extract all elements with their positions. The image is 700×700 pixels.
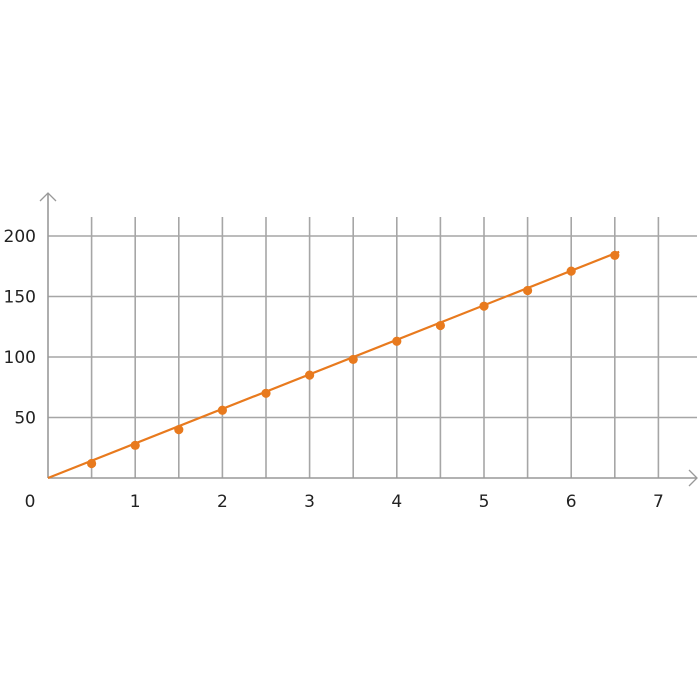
y-tick-label: 150 — [4, 288, 36, 308]
x-tick-label: 2 — [217, 492, 228, 512]
data-point — [523, 285, 533, 296]
data-point — [392, 336, 402, 346]
data-point — [87, 458, 97, 469]
y-tick-label: 200 — [4, 227, 36, 247]
tick-labels: 0 1 2 3 4 5 6 7 50 100 150 200 — [4, 227, 664, 512]
data-point — [305, 370, 315, 380]
x-tick-label: 5 — [479, 492, 490, 512]
y-axis-arrow — [39, 192, 57, 202]
data-point — [217, 405, 227, 415]
x-tick-label: 4 — [391, 492, 402, 512]
data-point — [261, 388, 271, 398]
y-tick-label: 50 — [14, 409, 36, 429]
data-point — [610, 250, 620, 260]
axes — [39, 192, 698, 487]
y-tick-label: 100 — [4, 348, 36, 368]
x-tick-label: 6 — [566, 492, 577, 512]
data-point — [174, 425, 184, 435]
grid — [48, 217, 697, 478]
series — [47, 250, 620, 480]
data-point — [130, 440, 140, 450]
x-tick-label: 7 — [653, 492, 664, 512]
data-point — [435, 320, 445, 331]
data-point — [566, 266, 576, 276]
data-point — [479, 301, 489, 311]
x-tick-label: 1 — [130, 492, 141, 512]
data-point — [348, 354, 358, 365]
x-tick-label: 3 — [304, 492, 315, 512]
x-axis-arrow — [688, 469, 698, 487]
x-tick-label: 0 — [25, 492, 36, 512]
